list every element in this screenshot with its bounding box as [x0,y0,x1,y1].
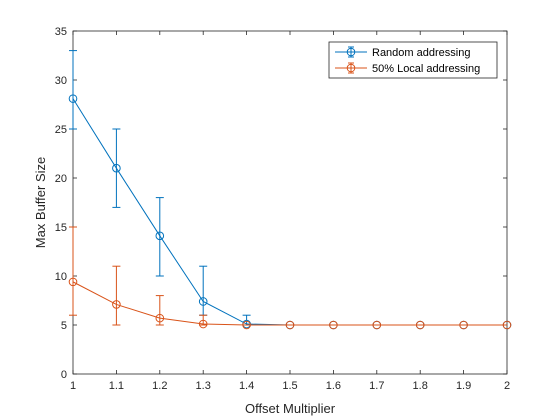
y-tick-label: 20 [55,173,67,185]
legend: Random addressing 50% Local addressing [328,41,498,79]
y-tick-label: 15 [55,222,67,234]
data-point [285,320,295,330]
x-tick-label: 1.8 [413,380,428,392]
x-tick-label: 1.2 [152,380,167,392]
data-point [459,320,468,330]
data-point [329,320,338,330]
data-point [68,277,78,287]
legend-label: Random addressing [372,47,470,59]
y-axis-label: Max Buffer Size [33,157,48,249]
data-point [415,320,425,330]
data-point [242,320,251,330]
data-point [112,163,121,173]
x-axis-label: Offset Multiplier [245,401,336,416]
data-point [502,320,512,330]
x-tick-label: 1 [70,380,76,392]
data-point [372,320,382,330]
y-tick-label: 0 [61,369,67,381]
data-layer [68,50,512,330]
legend-label: 50% Local addressing [372,63,480,75]
legend-swatch-marker [346,47,356,57]
data-point [198,297,208,306]
y-tick-label: 5 [61,320,67,332]
y-tick-label: 10 [55,271,67,283]
x-tick-label: 1.5 [282,380,297,392]
x-tick-label: 1.1 [109,380,124,392]
data-point [68,94,78,103]
x-tick-label: 1.9 [456,380,471,392]
y-tick-label: 25 [55,124,67,136]
data-point [155,313,165,323]
y-tick-label: 30 [55,75,67,87]
x-tick-label: 1.6 [326,380,341,392]
data-point [112,300,121,309]
data-point [198,319,208,329]
x-tick-label: 1.3 [196,380,211,392]
series-line [72,281,507,326]
legend-box [328,41,498,79]
data-point [155,231,165,241]
series-local-addressing [68,226,512,330]
x-tick-label: 1.4 [239,380,254,392]
x-tick-label: 2 [504,380,510,392]
legend-swatch-marker [346,63,356,73]
y-tick-label: 35 [55,26,67,38]
x-tick-label: 1.7 [369,380,384,392]
axes: 1 1.1 1.2 1.3 1.4 1.5 1.6 1.7 1.8 1.9 205101520253… [55,26,510,392]
plot-area [73,31,507,374]
